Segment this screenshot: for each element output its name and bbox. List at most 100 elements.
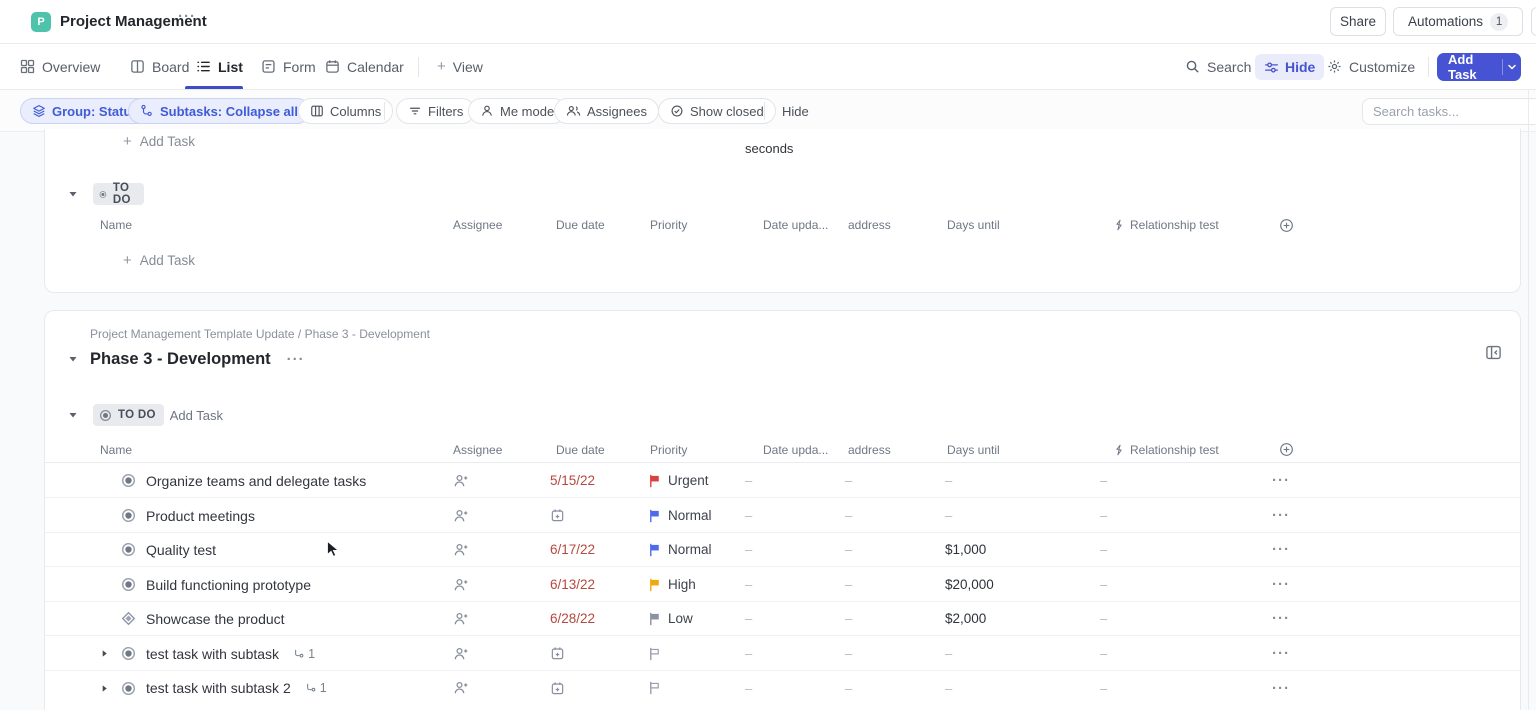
priority-flag-icon[interactable] <box>648 499 661 532</box>
column-date-updated[interactable]: Date upda... <box>763 442 829 457</box>
date-updated-cell[interactable]: – <box>745 577 753 592</box>
add-task-button[interactable]: Add Task <box>1437 52 1521 82</box>
priority-label[interactable]: High <box>668 577 696 592</box>
caret-right-icon[interactable] <box>100 671 109 705</box>
task-row[interactable]: test task with subtask 2 1 – – – – <box>45 671 1520 710</box>
row-menu-ellipsis-icon[interactable] <box>1272 602 1290 635</box>
priority-label[interactable]: Urgent <box>668 473 709 488</box>
hide-fields-button[interactable]: Hide <box>1255 54 1325 80</box>
calendar-add-icon[interactable] <box>550 671 565 705</box>
assignee-add-icon[interactable] <box>453 533 469 566</box>
add-column-button[interactable] <box>1279 437 1294 462</box>
date-updated-cell[interactable]: – <box>745 542 753 557</box>
status-badge-todo[interactable]: TO DO <box>93 404 164 426</box>
assignee-add-icon[interactable] <box>453 637 469 670</box>
task-name[interactable]: Showcase the product <box>146 610 285 627</box>
date-updated-cell[interactable]: – <box>745 473 753 488</box>
priority-flag-icon[interactable] <box>648 464 661 497</box>
due-date[interactable]: 6/17/22 <box>550 542 596 557</box>
caret-right-icon[interactable] <box>100 637 109 670</box>
address-cell[interactable]: – <box>845 611 853 626</box>
show-closed-pill[interactable]: Show closed <box>658 98 776 124</box>
task-row[interactable]: Showcase the product 6/28/22 Low – – $2,… <box>45 602 1520 636</box>
priority-flag-outline-icon[interactable] <box>648 637 661 670</box>
column-relationship[interactable]: Relationship test <box>1113 213 1219 237</box>
row-menu-ellipsis-icon[interactable] <box>1272 568 1290 601</box>
relationship-cell[interactable]: – <box>1100 577 1108 592</box>
column-days-until[interactable]: Days until <box>947 218 1000 232</box>
row-menu-ellipsis-icon[interactable] <box>1272 499 1290 532</box>
filters-pill[interactable]: Filters <box>396 98 476 124</box>
caret-down-icon[interactable] <box>68 189 78 199</box>
status-badge-todo[interactable]: TO DO <box>93 182 144 206</box>
subtasks-pill[interactable]: Subtasks: Collapse all <box>128 98 310 124</box>
row-menu-ellipsis-icon[interactable] <box>1272 637 1290 670</box>
tab-form[interactable]: Form <box>261 44 316 89</box>
days-until-cell[interactable]: – <box>945 473 953 488</box>
task-name[interactable]: test task with subtask 1 <box>146 645 316 662</box>
address-cell[interactable]: – <box>845 508 853 523</box>
status-circle-icon[interactable] <box>121 533 136 566</box>
status-circle-icon[interactable] <box>121 464 136 497</box>
add-task-row[interactable]: + Add Task <box>123 132 196 150</box>
calendar-add-icon[interactable] <box>550 637 565 670</box>
assignee-add-icon[interactable] <box>453 499 469 532</box>
search-tasks-input[interactable] <box>1362 98 1536 125</box>
tab-calendar[interactable]: Calendar <box>325 44 404 89</box>
column-address[interactable]: address <box>848 442 891 457</box>
task-name[interactable]: Quality test <box>146 541 217 558</box>
priority-label[interactable]: Normal <box>668 508 712 523</box>
add-view-button[interactable]: + View <box>437 58 483 75</box>
column-days-until[interactable]: Days until <box>947 442 1000 457</box>
share-button[interactable]: Share <box>1330 7 1386 36</box>
clipped-button[interactable] <box>1531 7 1536 36</box>
task-row[interactable]: Build functioning prototype 6/13/22 High… <box>45 568 1520 602</box>
date-updated-cell[interactable]: – <box>745 611 753 626</box>
days-until-cell[interactable]: $1,000 <box>945 542 987 557</box>
task-row[interactable]: Quality test 6/17/22 Normal – – $1,000 – <box>45 533 1520 567</box>
date-updated-cell[interactable]: – <box>745 646 753 661</box>
due-date[interactable]: 6/13/22 <box>550 577 596 592</box>
column-priority[interactable]: Priority <box>650 218 688 232</box>
group-by-pill[interactable]: Group: Status <box>20 98 151 124</box>
caret-down-icon[interactable] <box>68 354 78 364</box>
column-name[interactable]: Name <box>100 442 133 457</box>
priority-label[interactable]: Low <box>668 611 693 626</box>
group-add-task-button[interactable]: + Add Task <box>154 407 223 424</box>
task-name[interactable]: Product meetings <box>146 507 255 524</box>
tab-list[interactable]: List <box>196 44 243 89</box>
assignee-add-icon[interactable] <box>453 464 469 497</box>
subtask-count-badge[interactable]: 1 <box>305 681 327 695</box>
sidebar-toggle-icon[interactable] <box>1485 344 1502 361</box>
assignee-add-icon[interactable] <box>453 568 469 601</box>
relationship-cell[interactable]: – <box>1100 542 1108 557</box>
column-address[interactable]: address <box>848 218 891 232</box>
list-title[interactable]: Phase 3 - Development <box>90 349 271 368</box>
row-menu-ellipsis-icon[interactable] <box>1272 671 1290 705</box>
task-name[interactable]: Organize teams and delegate tasks <box>146 472 367 489</box>
days-until-cell[interactable]: – <box>945 646 953 661</box>
row-menu-ellipsis-icon[interactable] <box>1272 464 1290 497</box>
columns-pill[interactable]: Columns <box>298 98 394 124</box>
calendar-add-icon[interactable] <box>550 499 565 532</box>
relationship-cell[interactable]: – <box>1100 646 1108 661</box>
address-cell[interactable]: – <box>845 646 853 661</box>
subtask-count-badge[interactable]: 1 <box>293 647 315 661</box>
assignee-add-icon[interactable] <box>453 671 469 705</box>
project-menu-ellipsis-icon[interactable] <box>178 8 196 25</box>
task-row[interactable]: Product meetings Normal – – – – <box>45 499 1520 533</box>
column-priority[interactable]: Priority <box>650 442 688 457</box>
address-cell[interactable]: – <box>845 473 853 488</box>
due-date[interactable]: 6/28/22 <box>550 611 596 626</box>
customize-button[interactable]: Customize <box>1327 44 1415 89</box>
due-date[interactable]: 5/15/22 <box>550 473 596 488</box>
days-until-cell[interactable]: – <box>945 508 953 523</box>
search-button[interactable]: Search <box>1185 44 1251 89</box>
date-updated-cell[interactable]: – <box>745 508 753 523</box>
breadcrumb[interactable]: Project Management Template Update / Pha… <box>90 327 430 341</box>
relationship-cell[interactable]: – <box>1100 611 1108 626</box>
relationship-cell[interactable]: – <box>1100 508 1108 523</box>
task-row[interactable]: Organize teams and delegate tasks 5/15/2… <box>45 464 1520 498</box>
add-column-button[interactable] <box>1279 213 1294 237</box>
address-cell[interactable]: – <box>845 680 853 696</box>
